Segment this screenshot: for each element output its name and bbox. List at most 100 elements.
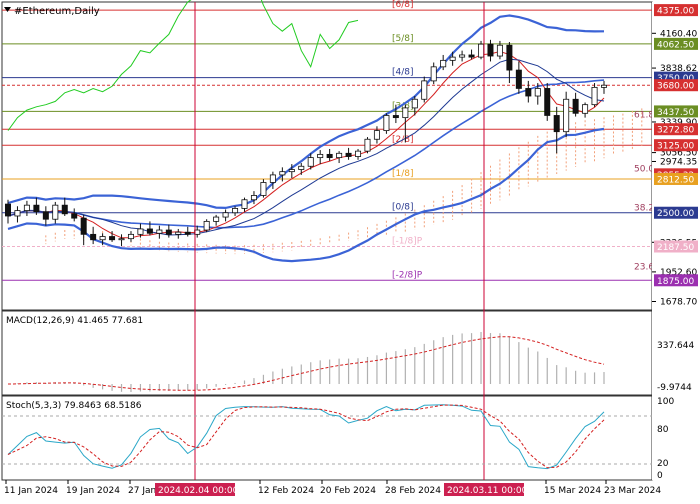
fib-label-3: 23.6 bbox=[634, 262, 654, 272]
stoch-tick-20: 20 bbox=[657, 459, 669, 469]
candle-body-45 bbox=[430, 66, 437, 82]
candle-body-0 bbox=[4, 203, 12, 217]
ma-slow-line bbox=[7, 58, 605, 236]
candle-55 bbox=[525, 80, 532, 103]
candle-body-9 bbox=[90, 233, 97, 241]
candle-body-27 bbox=[260, 182, 267, 196]
price-level-label-5: 3272.80 bbox=[657, 126, 694, 136]
candle-body-51 bbox=[487, 43, 494, 57]
candle-19 bbox=[184, 226, 191, 237]
candle-54 bbox=[515, 61, 522, 94]
candle-body-17 bbox=[165, 229, 172, 235]
candle-body-38 bbox=[364, 138, 371, 152]
candle-body-6 bbox=[61, 204, 68, 215]
candle-35 bbox=[336, 151, 343, 164]
candle-body-52 bbox=[496, 44, 503, 57]
candle-body-49 bbox=[468, 54, 475, 58]
candle-23 bbox=[222, 209, 229, 222]
chart-title: #Ethereum,Daily bbox=[14, 6, 100, 17]
stoch-tick-0: 0 bbox=[657, 471, 663, 481]
price-level-badge-11 bbox=[654, 274, 698, 287]
candle-body-18 bbox=[175, 231, 182, 235]
candle-body-53 bbox=[506, 44, 513, 71]
time-label-6: 15 Mar 2024 bbox=[544, 486, 601, 496]
candle-29 bbox=[279, 167, 286, 182]
candle-body-62 bbox=[591, 86, 598, 106]
candle-body-36 bbox=[345, 152, 352, 157]
price-level-badge-3 bbox=[654, 79, 698, 92]
candle-body-29 bbox=[279, 171, 286, 176]
candle-body-13 bbox=[127, 233, 134, 240]
macd-label: MACD(12,26,9) 41.465 77.681 bbox=[6, 316, 143, 326]
time-marker-badge-1 bbox=[444, 483, 524, 496]
candle-body-56 bbox=[534, 88, 541, 97]
candle-15 bbox=[146, 221, 153, 236]
fib-label-0: 61.8 bbox=[634, 111, 654, 121]
candle-49 bbox=[468, 49, 475, 60]
candle-body-47 bbox=[449, 56, 456, 61]
candle-25 bbox=[241, 197, 248, 212]
murrey-label-1: [5/8] bbox=[392, 34, 414, 44]
candle-34 bbox=[326, 148, 333, 161]
price-tick-1: 3838.62 bbox=[660, 64, 697, 74]
candle-21 bbox=[203, 219, 210, 233]
candle-33 bbox=[317, 150, 324, 165]
murrey-label-6: [0/8] bbox=[392, 203, 414, 213]
candle-24 bbox=[232, 206, 239, 216]
candle-48 bbox=[459, 50, 466, 62]
candle-body-12 bbox=[118, 238, 125, 241]
candle-body-19 bbox=[184, 231, 191, 235]
stoch-tick-80: 80 bbox=[657, 425, 669, 435]
candle-63 bbox=[600, 80, 608, 94]
price-tick-4: 2974.35 bbox=[660, 157, 697, 167]
candle-59 bbox=[563, 91, 570, 138]
candle-3 bbox=[33, 197, 40, 215]
candle-51 bbox=[487, 39, 494, 62]
candle-body-31 bbox=[298, 165, 305, 170]
murrey-label-3: [3/8] bbox=[392, 101, 414, 111]
collapse-triangle-icon[interactable] bbox=[4, 7, 11, 12]
candle-5 bbox=[52, 201, 59, 224]
price-level-label-6: 3125.00 bbox=[657, 142, 694, 152]
price-level-badge-9 bbox=[654, 206, 698, 219]
candle-body-55 bbox=[525, 88, 532, 97]
time-label-7: 23 Mar 2024 bbox=[604, 486, 661, 496]
candle-52 bbox=[496, 40, 503, 60]
candle-body-35 bbox=[336, 152, 343, 159]
candle-body-40 bbox=[383, 115, 390, 132]
candle-body-21 bbox=[203, 220, 210, 231]
candle-57 bbox=[544, 83, 551, 121]
time-marker-label-0: 2024.02.04 00:00 bbox=[158, 486, 239, 496]
price-level-label-2: 3750.00 bbox=[657, 74, 694, 84]
candle-body-44 bbox=[421, 80, 428, 100]
candle-2 bbox=[23, 200, 30, 216]
candle-6 bbox=[61, 197, 68, 216]
stoch-label: Stoch(5,3,3) 79.8463 68.5186 bbox=[6, 401, 142, 411]
candle-body-34 bbox=[326, 153, 333, 159]
candle-18 bbox=[175, 228, 182, 239]
price-level-label-10: 2187.50 bbox=[657, 243, 694, 253]
price-level-badge-5 bbox=[654, 123, 698, 136]
candle-body-22 bbox=[213, 216, 220, 222]
candle-body-54 bbox=[515, 69, 522, 89]
candle-body-3 bbox=[33, 204, 40, 213]
price-tick-2: 3339.90 bbox=[660, 118, 697, 128]
stoch-tick-100: 100 bbox=[657, 397, 674, 407]
time-label-4: 20 Feb 2024 bbox=[320, 486, 376, 496]
time-marker-badge-0 bbox=[155, 483, 235, 496]
time-label-0: 11 Jan 2024 bbox=[4, 486, 58, 496]
price-level-label-8: 2812.50 bbox=[657, 175, 694, 185]
candle-28 bbox=[269, 171, 276, 189]
candle-32 bbox=[307, 153, 314, 170]
candle-10 bbox=[99, 233, 106, 246]
candle-62 bbox=[591, 83, 598, 107]
candle-61 bbox=[582, 102, 589, 118]
candle-body-30 bbox=[288, 169, 295, 173]
price-level-badge-6 bbox=[654, 139, 698, 152]
candle-body-26 bbox=[250, 195, 257, 201]
murrey-label-8: [-2/8]P bbox=[392, 270, 423, 280]
price-level-badge-8 bbox=[654, 172, 698, 185]
candle-40 bbox=[383, 113, 390, 134]
time-label-5: 28 Feb 2024 bbox=[385, 486, 441, 496]
